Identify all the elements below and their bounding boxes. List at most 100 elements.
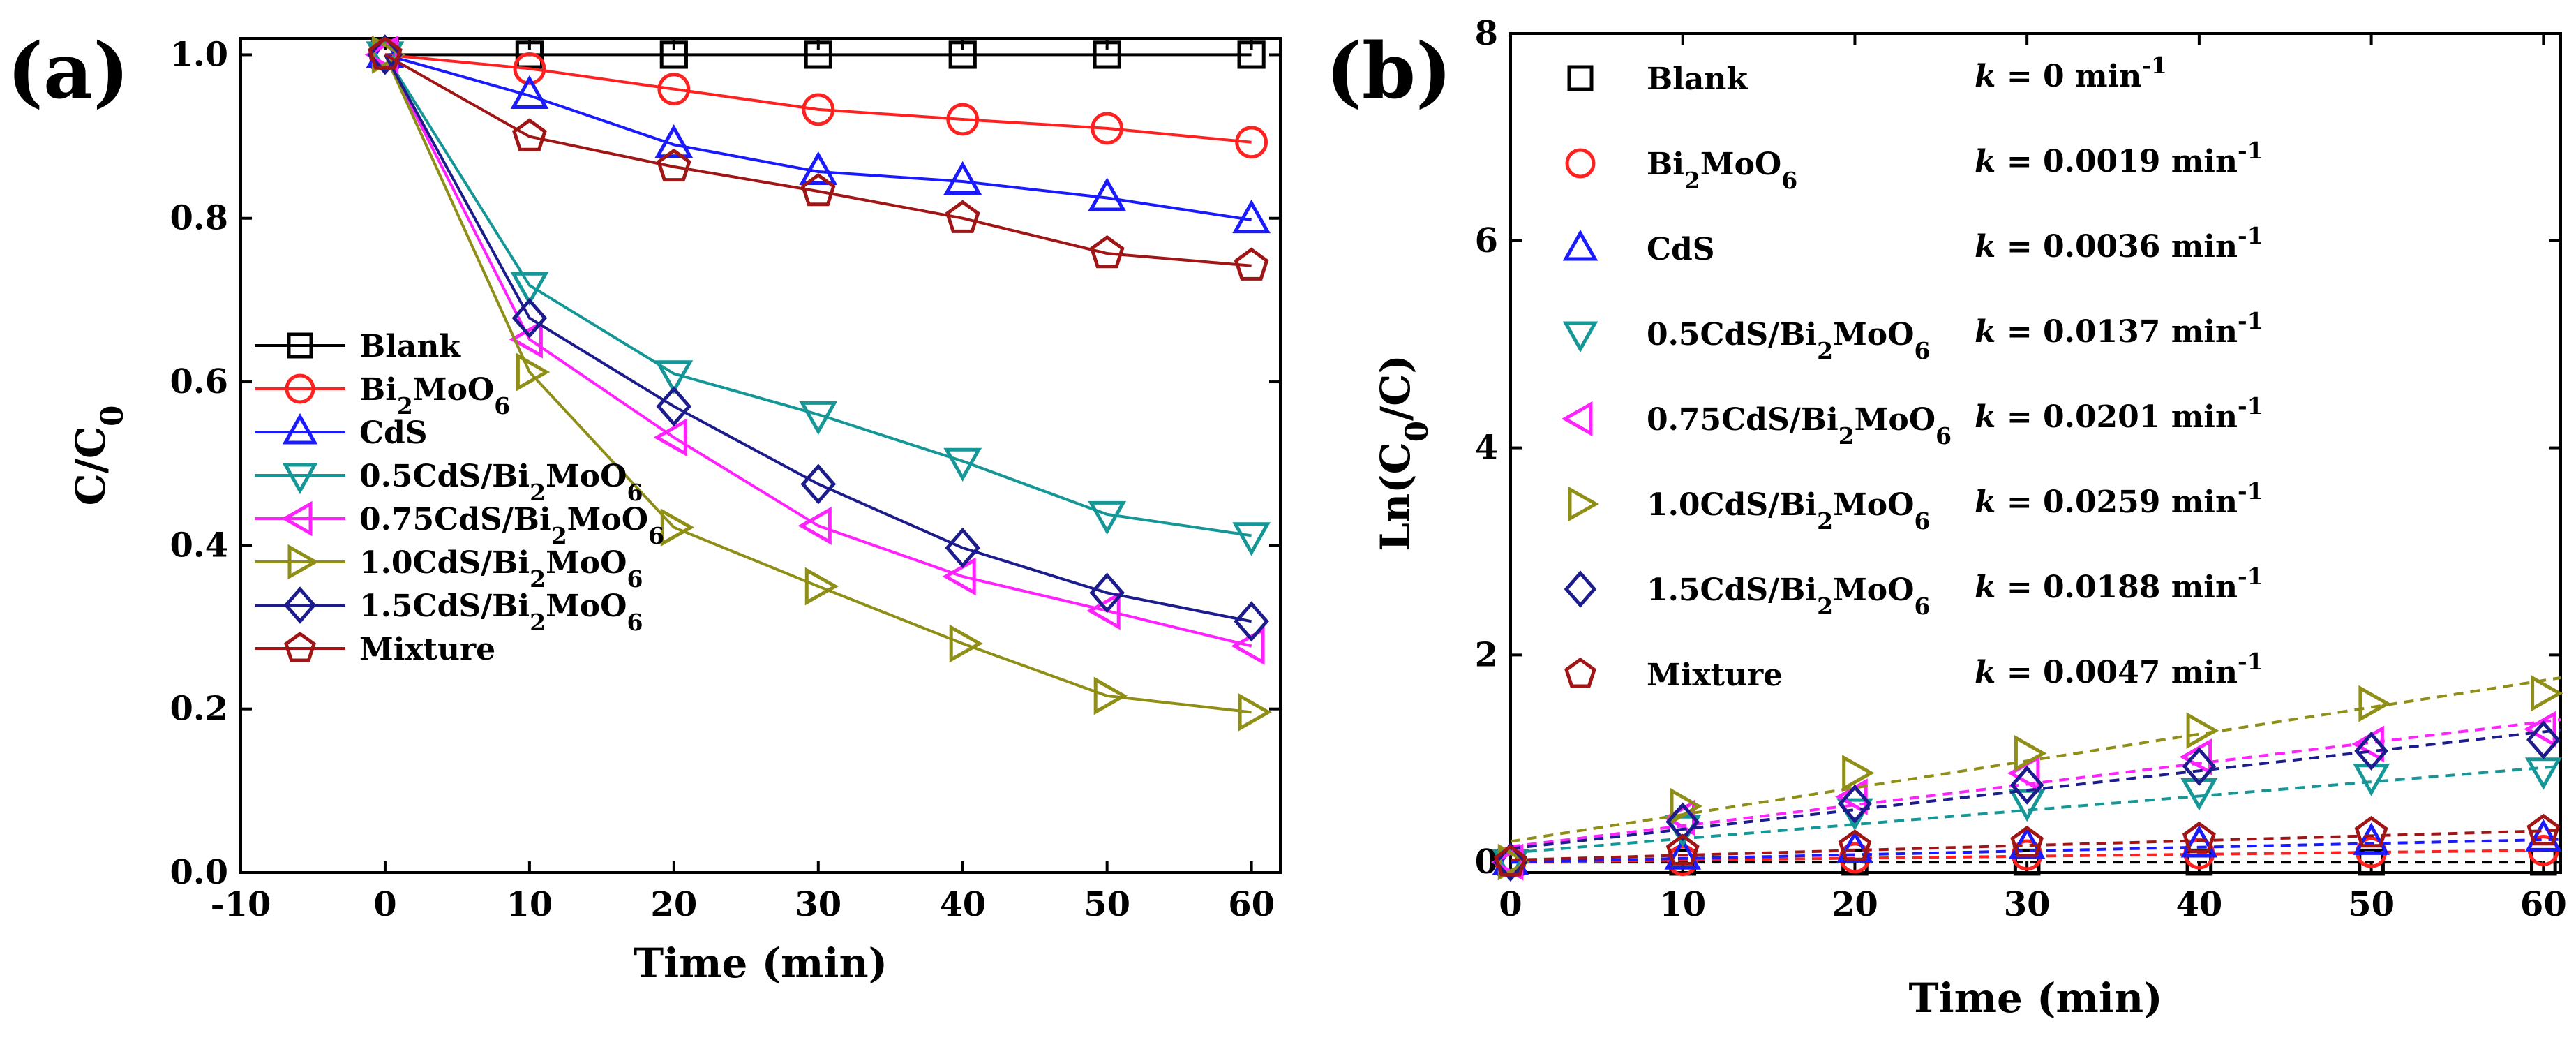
rate-constant: k = 0.0201 min-1 <box>1975 392 2263 436</box>
legend-item: 0.5CdS/Bi2MoO6 <box>255 459 643 506</box>
data-point <box>2010 825 2044 858</box>
legend-label: 1.5CdS/Bi2MoO6 <box>1647 572 1930 620</box>
legend-label: Blank <box>1647 61 1748 97</box>
k-exponent: -1 <box>2238 648 2263 675</box>
legend-label: Bi2MoO6 <box>359 372 510 419</box>
data-point <box>653 418 687 457</box>
series-5 <box>1497 674 2563 881</box>
data-point <box>2353 822 2390 855</box>
legend-marker <box>287 332 313 359</box>
panel-a: (a)-10 0 10 20 30 40 50 600.00.20.40.60.81.0Tim… <box>7 26 1282 987</box>
y-tick-label: 0.0 <box>170 853 228 892</box>
data-point <box>1088 500 1127 535</box>
data-point <box>804 567 839 606</box>
data-point <box>2186 712 2219 749</box>
data-point <box>1494 845 1527 877</box>
panel-label-b: (b) <box>1326 26 1452 116</box>
k-exponent: -1 <box>2238 137 2263 164</box>
k-exponent: -1 <box>2238 307 2263 334</box>
data-point <box>1232 199 1271 234</box>
series-line <box>384 54 1252 537</box>
series-6 <box>1493 720 2561 882</box>
panel-b: (b) 0 10 20 30 40 50 60 0 2 4 6 8 Time (min) Ln(C0/C) B… <box>1326 14 2567 1022</box>
rate-constant: k = 0.0259 min-1 <box>1975 477 2263 521</box>
y-tick-label: 0.2 <box>170 690 228 729</box>
data-point <box>656 386 692 427</box>
data-point <box>364 36 398 74</box>
data-point <box>510 75 549 109</box>
series-5 <box>371 36 1272 732</box>
legend-label: 1.0CdS/Bi2MoO6 <box>359 545 643 593</box>
legend-label: 0.75CdS/Bi2MoO6 <box>359 502 664 549</box>
data-point <box>2354 815 2388 848</box>
subscript: 2 <box>1817 507 1833 535</box>
x-tick-label: 30 <box>795 885 841 924</box>
legend-marker <box>1565 148 1596 179</box>
legend-label: 1.5CdS/Bi2MoO6 <box>359 588 643 636</box>
data-point <box>2525 819 2562 852</box>
data-point <box>1086 591 1121 630</box>
data-point <box>1232 522 1271 556</box>
subscript: 0 <box>1400 421 1435 442</box>
text-run: 1.5CdS/Bi <box>359 588 530 624</box>
y-tick-label: 6 <box>1475 221 1498 260</box>
legend-marker <box>1564 657 1596 688</box>
k-value: = 0.0137 min <box>1996 314 2238 350</box>
data-point <box>2525 757 2562 790</box>
legend-item: CdS k = 0.0036 min-1 <box>1562 222 2263 267</box>
subscript: 6 <box>627 609 643 636</box>
x-tick-label: 0 <box>373 885 396 924</box>
legend-marker <box>1562 321 1598 353</box>
data-point <box>660 508 695 547</box>
series-line <box>384 53 1252 144</box>
subscript: 6 <box>1914 337 1930 364</box>
data-point <box>368 36 403 70</box>
legend: BlankBi2MoO6CdS0.5CdS/Bi2MoO60.75CdS/Bi2… <box>255 329 664 667</box>
data-point <box>800 172 836 207</box>
k-value: = 0.0201 min <box>1996 399 2238 435</box>
data-point <box>1091 112 1124 145</box>
data-point <box>804 40 832 69</box>
data-point <box>1838 784 1872 824</box>
data-point <box>800 463 837 505</box>
data-point <box>799 151 838 185</box>
k-value: = 0.0047 min <box>1996 655 2238 690</box>
y-axis-label-group: C/C0 <box>67 406 130 506</box>
subscript: 6 <box>627 565 643 593</box>
k-symbol: k <box>1975 59 1996 94</box>
legend-marker <box>1562 229 1598 261</box>
data-point <box>515 40 544 69</box>
data-point <box>1838 829 1872 861</box>
text-run: 0.75CdS/Bi <box>359 502 551 537</box>
data-point <box>945 527 981 569</box>
legend-label: Mixture <box>1647 658 1783 693</box>
legend-marker <box>1568 486 1600 522</box>
data-point <box>1664 837 1702 870</box>
rate-constant: k = 0.0019 min-1 <box>1975 137 2263 180</box>
k-symbol: k <box>1975 144 1996 179</box>
legend-item: Mixture <box>255 631 495 667</box>
data-point <box>1089 572 1125 614</box>
rate-constant: k = 0.0047 min-1 <box>1975 648 2263 691</box>
data-point <box>802 93 835 126</box>
x-tick-label: 60 <box>2520 885 2567 924</box>
series-line <box>384 54 1252 623</box>
data-point <box>1842 755 1875 792</box>
legend-item: 1.0CdS/Bi2MoO6 k = 0.0259 min-1 <box>1568 477 2263 535</box>
data-point <box>516 352 551 392</box>
y-tick-label: 0.8 <box>170 199 228 238</box>
y-tick-label: 8 <box>1475 14 1498 53</box>
text-run: Ln(C <box>1372 442 1419 551</box>
k-symbol: k <box>1975 229 1996 265</box>
text-run: Bi <box>1647 147 1684 182</box>
data-point <box>654 124 694 158</box>
k-value: = 0.0188 min <box>1996 570 2238 605</box>
data-point <box>2182 747 2217 787</box>
legend-marker <box>1567 65 1594 91</box>
y-tick-label: 1.0 <box>170 35 228 74</box>
k-symbol: k <box>1975 399 1996 435</box>
legend-marker <box>282 413 318 445</box>
legend-item: 1.5CdS/Bi2MoO6 k = 0.0188 min-1 <box>1564 563 2263 620</box>
series-line <box>384 54 1252 714</box>
text-run: CdS <box>359 415 428 451</box>
